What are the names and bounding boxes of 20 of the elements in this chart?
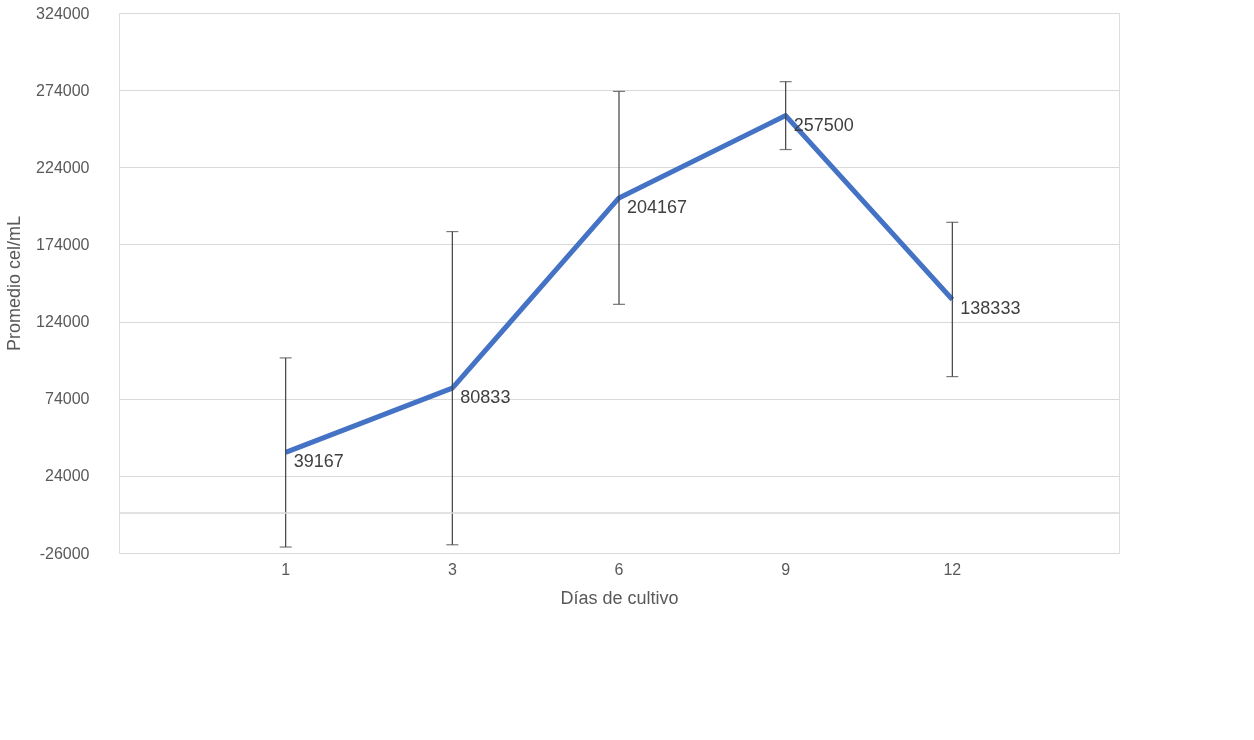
y-tick-label: 74000 (45, 390, 90, 408)
y-tick-label: 224000 (36, 158, 90, 176)
y-tick-label: 124000 (36, 313, 90, 331)
data-label: 39167 (293, 451, 344, 472)
data-label: 138333 (960, 298, 1021, 319)
y-axis-title: Promedio cel/mL (4, 215, 25, 352)
data-label: 80833 (460, 387, 511, 408)
y-tick-label: -26000 (39, 544, 90, 562)
data-label: 257500 (793, 114, 854, 135)
x-tick-label: 6 (614, 560, 624, 578)
y-tick-label: 274000 (36, 81, 90, 99)
x-tick-label: 3 (447, 560, 457, 578)
y-tick-label: 24000 (45, 467, 90, 485)
y-tick-label: 174000 (36, 235, 90, 253)
x-tick-label: 1 (281, 560, 291, 578)
x-tick-label: 9 (781, 560, 791, 578)
x-axis-title: Días de cultivo (560, 587, 679, 608)
x-tick-label: 12 (943, 560, 962, 578)
data-label: 204167 (627, 196, 688, 217)
y-tick-label: 324000 (36, 4, 90, 22)
